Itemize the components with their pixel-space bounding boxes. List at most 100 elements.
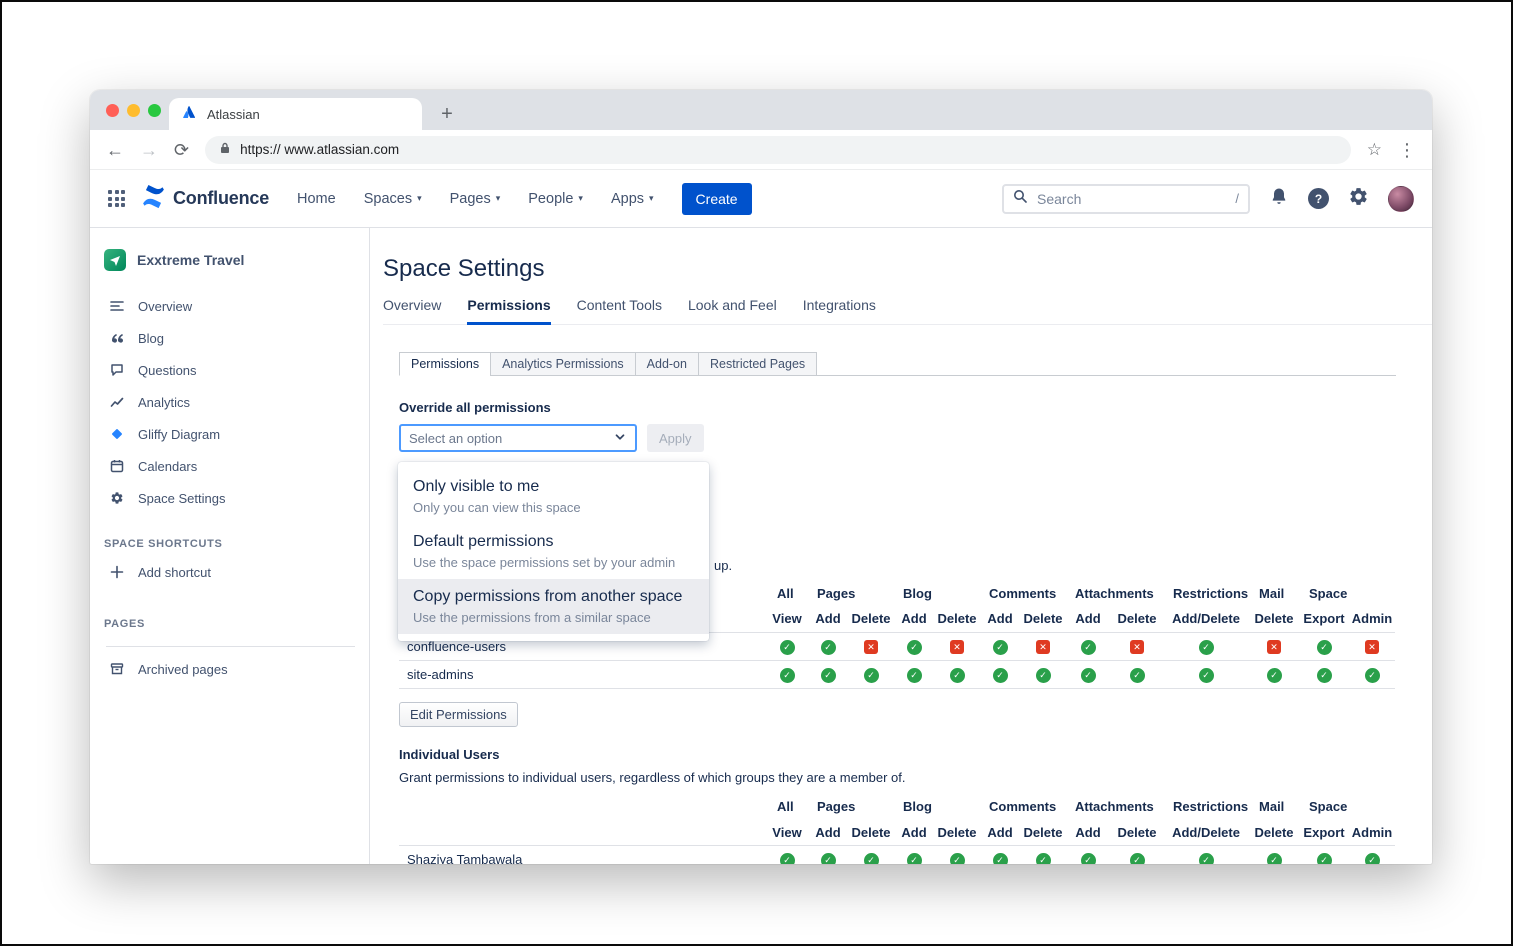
permission-cell: ✕: [849, 632, 893, 660]
column-export-11: Export: [1303, 824, 1345, 840]
search-box[interactable]: /: [1002, 183, 1250, 214]
browser-tab[interactable]: Atlassian: [169, 98, 422, 130]
analytics-icon: [109, 395, 125, 409]
subtab-permissions[interactable]: Permissions: [399, 352, 492, 376]
subtab-restricted-pages[interactable]: Restricted Pages: [697, 352, 818, 376]
permission-cell: ✕: [1111, 632, 1163, 660]
back-button-icon[interactable]: ←: [106, 139, 124, 160]
nav-item-people[interactable]: People ▾: [528, 191, 583, 207]
subtab-analytics-permissions[interactable]: Analytics Permissions: [490, 352, 636, 376]
column-header-row: View Add Delete Add Delete Add Delete Add Delete…: [399, 606, 1395, 632]
reload-button-icon[interactable]: ⟳: [174, 139, 190, 160]
permission-allowed-icon: ✓: [906, 853, 922, 864]
nav-item-home[interactable]: Home: [297, 191, 336, 207]
override-options-dropdown: Only visible to me Only you can view this…: [398, 462, 709, 641]
plus-icon: [109, 565, 125, 579]
settings-gear-icon[interactable]: [1348, 186, 1369, 212]
sidebar-item-label: Blog: [138, 330, 165, 346]
primary-nav: Home Spaces ▾ Pages ▾ People ▾ Apps ▾: [297, 191, 654, 207]
url-field[interactable]: https:// www.atlassian.com: [205, 135, 1351, 164]
select-value: Select an option: [409, 430, 503, 446]
column-group-pages: Pages: [817, 585, 856, 601]
column-group-all: All: [777, 585, 794, 601]
window-minimize-button[interactable]: [127, 104, 140, 117]
column-admin-12: Admin: [1351, 611, 1393, 627]
tab-overview[interactable]: Overview: [383, 297, 442, 313]
sidebar-item-archived-pages[interactable]: Archived pages: [104, 653, 369, 685]
permission-cell: ✓: [1349, 846, 1395, 864]
sidebar-item-label: Space Settings: [138, 490, 226, 506]
add-shortcut-button[interactable]: Add shortcut: [104, 556, 369, 588]
bookmark-star-icon[interactable]: ☆: [1366, 140, 1382, 159]
permission-allowed-icon: ✓: [1129, 853, 1145, 864]
column-header-row: View Add Delete Add Delete Add Delete Add Delete…: [399, 820, 1395, 846]
permission-cell: ✓: [807, 632, 849, 660]
nav-item-spaces[interactable]: Spaces ▾: [364, 191, 422, 207]
permission-denied-icon: ✕: [950, 640, 964, 655]
individual-users-heading: Individual Users: [399, 746, 500, 762]
permission-allowed-icon: ✓: [992, 853, 1008, 864]
nav-item-pages[interactable]: Pages ▾: [450, 191, 501, 207]
browser-menu-icon[interactable]: ⋮: [1398, 139, 1416, 160]
questions-icon: [109, 363, 125, 377]
create-button[interactable]: Create: [681, 182, 752, 215]
permission-allowed-icon: ✓: [820, 667, 836, 683]
dropdown-option-copy-permissions-from-another-space[interactable]: Copy permissions from another space Use t…: [398, 579, 709, 634]
column-group-attachments: Attachments: [1075, 799, 1154, 814]
gear-icon: [109, 491, 125, 505]
edit-permissions-button[interactable]: Edit Permissions: [399, 701, 518, 727]
nav-item-apps[interactable]: Apps ▾: [611, 191, 654, 207]
dropdown-option-default-permissions[interactable]: Default permissions Use the space permiss…: [398, 524, 709, 579]
tab-look-and-feel[interactable]: Look and Feel: [687, 297, 777, 313]
sidebar-item-calendars[interactable]: Calendars: [104, 450, 369, 482]
help-icon[interactable]: ?: [1308, 188, 1329, 209]
permission-denied-icon: ✕: [864, 640, 878, 655]
space-header[interactable]: Exxtreme Travel: [104, 242, 369, 278]
window-maximize-button[interactable]: [148, 104, 161, 117]
calendar-icon: [109, 459, 125, 473]
column-add-1: Add: [815, 611, 841, 627]
dropdown-option-description: Use the space permissions set by your ad…: [413, 555, 676, 570]
column-add-3: Add: [901, 611, 927, 627]
sidebar-item-analytics[interactable]: Analytics: [104, 386, 369, 418]
sidebar-item-overview[interactable]: Overview: [104, 290, 369, 322]
column-delete-6: Delete: [1023, 611, 1063, 627]
permission-allowed-icon: ✓: [1035, 667, 1051, 683]
notifications-bell-icon[interactable]: [1269, 186, 1289, 211]
tab-integrations[interactable]: Integrations: [802, 297, 876, 313]
sidebar-item-gliffy-diagram[interactable]: Gliffy Diagram: [104, 418, 369, 450]
sidebar-item-blog[interactable]: Blog: [104, 322, 369, 354]
apply-button[interactable]: Apply: [647, 424, 704, 452]
permission-cell: ✓: [849, 660, 893, 688]
permission-cell: ✓: [807, 660, 849, 688]
tab-content-tools[interactable]: Content Tools: [576, 297, 662, 313]
forward-button-icon[interactable]: →: [140, 139, 158, 160]
sidebar-item-questions[interactable]: Questions: [104, 354, 369, 386]
column-group-restrictions: Restrictions: [1173, 799, 1249, 814]
product-name: Confluence: [173, 188, 270, 208]
permission-cell: ✓: [1299, 846, 1349, 864]
permission-allowed-icon: ✓: [1080, 639, 1096, 655]
override-permissions-label: Override all permissions: [399, 400, 551, 415]
new-tab-button[interactable]: +: [441, 102, 453, 125]
search-icon: [1013, 189, 1027, 208]
add-shortcut-label: Add shortcut: [138, 564, 211, 580]
user-avatar[interactable]: [1388, 185, 1414, 212]
permission-cell: ✓: [1065, 660, 1111, 688]
permission-allowed-icon: ✓: [949, 853, 965, 864]
override-permissions-select[interactable]: Select an option: [399, 424, 637, 452]
search-input[interactable]: [1035, 189, 1228, 208]
sidebar-item-space-settings[interactable]: Space Settings: [104, 482, 369, 514]
permission-allowed-icon: ✓: [1266, 667, 1282, 683]
nav-item-label: Pages: [449, 190, 491, 207]
subtab-add-on[interactable]: Add-on: [634, 352, 699, 376]
permission-allowed-icon: ✓: [779, 667, 795, 683]
permission-cell: ✓: [1021, 846, 1065, 864]
column-view-0: View: [772, 611, 802, 627]
app-switcher-icon[interactable]: [108, 190, 125, 207]
dropdown-option-only-visible-to-me[interactable]: Only visible to me Only you can view this…: [398, 469, 709, 524]
confluence-logo[interactable]: Confluence: [141, 184, 269, 214]
window-close-button[interactable]: [106, 104, 119, 117]
tab-permissions[interactable]: Permissions: [467, 297, 551, 325]
groups-permissions-table: All Pages Blog Comments Attachments Restricti…: [399, 580, 1396, 689]
